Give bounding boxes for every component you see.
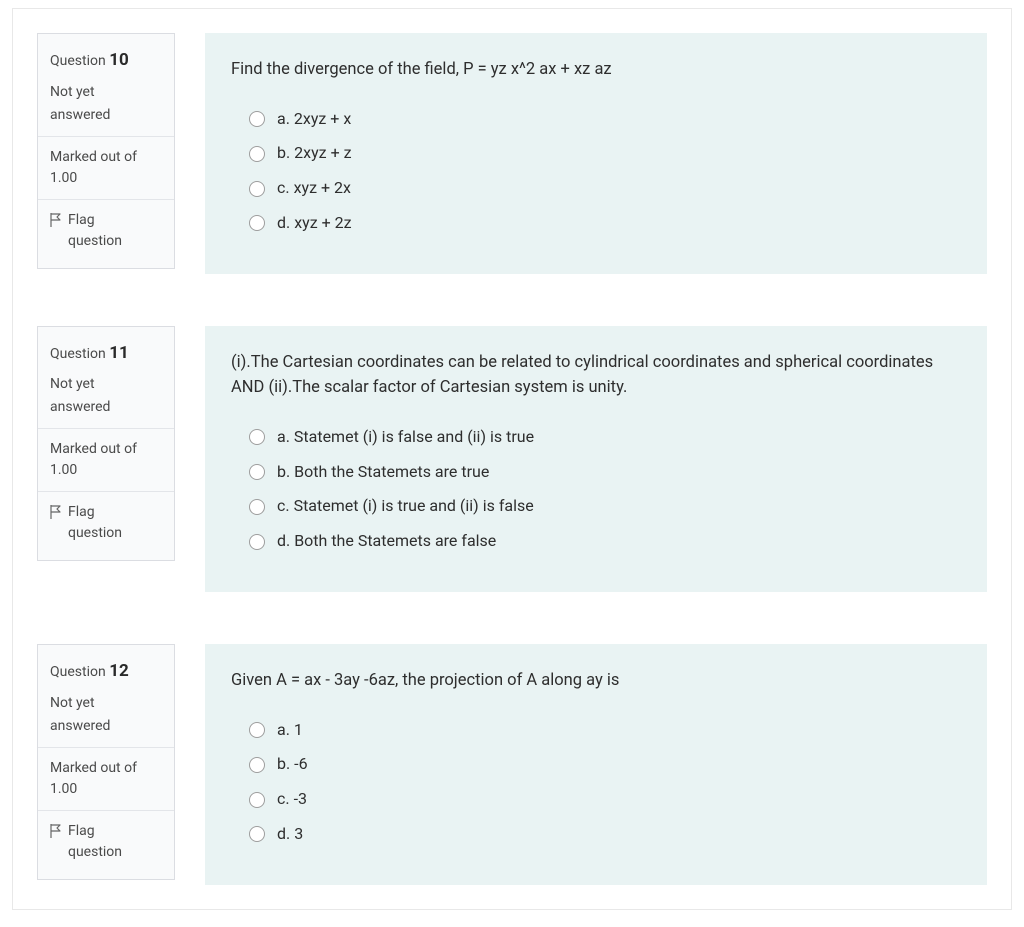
answer-state: answered [50, 397, 162, 418]
radio-input[interactable] [249, 146, 265, 162]
marked-out-of-label: Marked out of [50, 758, 162, 779]
flag-icon [50, 505, 62, 519]
question-block: Question 12 Not yet answered Marked out … [37, 644, 987, 885]
marks-value: 1.00 [50, 460, 162, 481]
question-label: Question [50, 346, 106, 362]
option-row[interactable]: a. 1 [249, 720, 961, 741]
option-row[interactable]: b. Both the Statemets are true [249, 462, 961, 483]
quiz-container: Question 10 Not yet answered Marked out … [12, 8, 1012, 910]
radio-input[interactable] [249, 757, 265, 773]
question-text: Find the divergence of the field, P = yz… [231, 57, 961, 83]
question-content: Find the divergence of the field, P = yz… [205, 33, 987, 274]
option-label: a. 1 [277, 720, 303, 741]
option-row[interactable]: c. Statemet (i) is true and (ii) is fals… [249, 496, 961, 517]
question-label: Question [50, 53, 106, 69]
divider [38, 491, 174, 492]
option-label: a. Statemet (i) is false and (ii) is tru… [277, 427, 534, 448]
answer-state: Not yet [50, 693, 162, 714]
question-number: 12 [109, 661, 129, 681]
divider [38, 810, 174, 811]
divider [38, 428, 174, 429]
options-list: a. Statemet (i) is false and (ii) is tru… [231, 427, 961, 552]
radio-input[interactable] [249, 499, 265, 515]
flag-text: Flag question [68, 821, 122, 863]
flag-text: Flag question [68, 502, 122, 544]
question-number-line: Question 11 [50, 341, 162, 367]
option-label: c. Statemet (i) is true and (ii) is fals… [277, 496, 534, 517]
question-text: (i).The Cartesian coordinates can be rel… [231, 350, 961, 401]
question-text: Given A = ax - 3ay -6az, the projection … [231, 668, 961, 694]
question-info-card: Question 11 Not yet answered Marked out … [37, 326, 175, 562]
flag-question-link[interactable]: Flag question [50, 821, 162, 863]
radio-input[interactable] [249, 181, 265, 197]
flag-text: Flag question [68, 210, 122, 252]
flag-question-link[interactable]: Flag question [50, 210, 162, 252]
options-list: a. 1 b. -6 c. -3 d. 3 [231, 720, 961, 845]
question-info-card: Question 12 Not yet answered Marked out … [37, 644, 175, 880]
option-row[interactable]: d. xyz + 2z [249, 213, 961, 234]
divider [38, 136, 174, 137]
options-list: a. 2xyz + x b. 2xyz + z c. xyz + 2x d. x… [231, 109, 961, 234]
option-label: a. 2xyz + x [277, 109, 351, 130]
flag-question-link[interactable]: Flag question [50, 502, 162, 544]
question-number-line: Question 12 [50, 659, 162, 685]
radio-input[interactable] [249, 792, 265, 808]
option-label: b. Both the Statemets are true [277, 462, 489, 483]
question-number-line: Question 10 [50, 48, 162, 74]
option-row[interactable]: c. -3 [249, 789, 961, 810]
radio-input[interactable] [249, 534, 265, 550]
option-label: d. Both the Statemets are false [277, 531, 496, 552]
question-info-card: Question 10 Not yet answered Marked out … [37, 33, 175, 269]
divider [38, 199, 174, 200]
answer-state: answered [50, 716, 162, 737]
question-content: Given A = ax - 3ay -6az, the projection … [205, 644, 987, 885]
option-row[interactable]: c. xyz + 2x [249, 178, 961, 199]
question-block: Question 11 Not yet answered Marked out … [37, 326, 987, 592]
radio-input[interactable] [249, 826, 265, 842]
option-label: b. -6 [277, 754, 308, 775]
radio-input[interactable] [249, 429, 265, 445]
option-row[interactable]: b. -6 [249, 754, 961, 775]
option-label: b. 2xyz + z [277, 143, 352, 164]
question-number: 11 [109, 343, 129, 363]
option-row[interactable]: a. Statemet (i) is false and (ii) is tru… [249, 427, 961, 448]
marked-out-of-label: Marked out of [50, 147, 162, 168]
answer-state: Not yet [50, 82, 162, 103]
option-label: d. 3 [277, 824, 303, 845]
option-row[interactable]: d. 3 [249, 824, 961, 845]
question-content: (i).The Cartesian coordinates can be rel… [205, 326, 987, 592]
marked-out-of-label: Marked out of [50, 439, 162, 460]
flag-icon [50, 213, 62, 227]
question-block: Question 10 Not yet answered Marked out … [37, 33, 987, 274]
radio-input[interactable] [249, 111, 265, 127]
option-row[interactable]: a. 2xyz + x [249, 109, 961, 130]
option-row[interactable]: d. Both the Statemets are false [249, 531, 961, 552]
marks-value: 1.00 [50, 779, 162, 800]
marks-value: 1.00 [50, 168, 162, 189]
question-label: Question [50, 664, 106, 680]
radio-input[interactable] [249, 464, 265, 480]
flag-icon [50, 824, 62, 838]
option-row[interactable]: b. 2xyz + z [249, 143, 961, 164]
answer-state: answered [50, 105, 162, 126]
question-number: 10 [109, 50, 129, 70]
answer-state: Not yet [50, 374, 162, 395]
option-label: c. xyz + 2x [277, 178, 351, 199]
option-label: d. xyz + 2z [277, 213, 352, 234]
radio-input[interactable] [249, 722, 265, 738]
radio-input[interactable] [249, 215, 265, 231]
divider [38, 747, 174, 748]
option-label: c. -3 [277, 789, 307, 810]
